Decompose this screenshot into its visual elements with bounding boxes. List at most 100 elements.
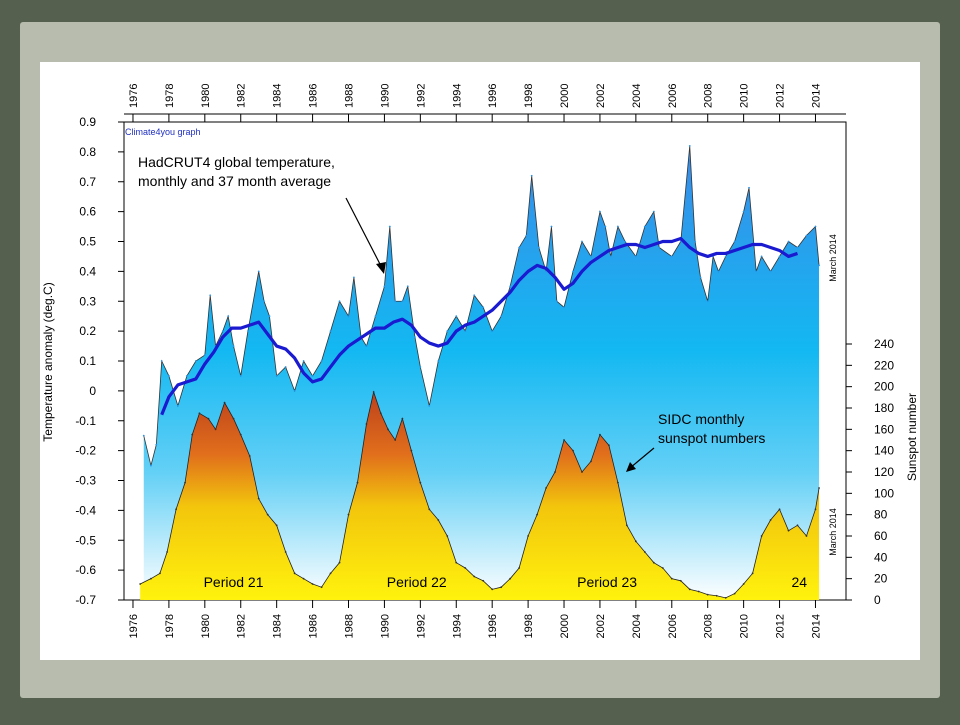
temperature-monthly-point (203, 354, 206, 356)
sunspot-point (643, 551, 646, 553)
temperature-monthly-point (437, 360, 440, 362)
temperature-monthly-point (778, 255, 781, 258)
sunspot-point (500, 586, 503, 589)
sunspot-point (706, 593, 709, 596)
temperature-monthly-point (563, 306, 565, 309)
y-tick-right-label: 180 (874, 401, 894, 415)
y-tick-right-label: 240 (874, 337, 894, 351)
x-tick-top-label: 1996 (487, 84, 499, 108)
sunspot-point (527, 535, 530, 537)
temperature-monthly-point (814, 225, 817, 228)
temperature-monthly-point (787, 240, 790, 243)
temperature-monthly-point (733, 240, 736, 243)
temperature-monthly-point (491, 330, 494, 333)
sunspot-point (401, 417, 404, 420)
temperature-monthly-point (537, 246, 540, 249)
sunspot-point (697, 590, 700, 593)
y-tick-left-label: -0.2 (75, 444, 96, 458)
y-tick-left-label: -0.4 (75, 503, 96, 517)
sunspot-area (140, 392, 820, 600)
sunspot-point (419, 481, 422, 484)
x-tick-top-label: 1984 (272, 84, 284, 108)
temperature-monthly-point (604, 225, 607, 228)
temperature-monthly-point (525, 234, 528, 237)
temperature-monthly-point (699, 276, 702, 279)
x-tick-bottom-label: 1988 (344, 614, 356, 638)
sunspot-point (634, 540, 637, 543)
temperature-monthly-point (338, 300, 341, 303)
sunspot-point (751, 572, 754, 575)
temperature-monthly-point (482, 306, 485, 309)
temperature-monthly-point (500, 315, 503, 318)
x-tick-bottom-label: 2000 (559, 614, 571, 638)
y-tick-left-label: -0.7 (75, 593, 96, 607)
y-tick-left-label: 0.8 (79, 145, 96, 159)
temperature-monthly-point (347, 315, 350, 318)
sunspot-point (625, 524, 628, 527)
sunspot-point (198, 412, 201, 415)
temperature-monthly-point (150, 464, 152, 467)
temperature-monthly-point (383, 285, 386, 288)
temperature-monthly-point (796, 246, 799, 249)
x-tick-top-label: 2010 (739, 84, 751, 108)
temperature-monthly-point (755, 270, 758, 273)
y-tick-left-label: -0.5 (75, 533, 96, 547)
temperature-monthly-point (428, 404, 431, 407)
temperature-monthly-point (302, 360, 305, 362)
x-tick-top-label: 1986 (308, 84, 320, 108)
sunspot-point (482, 579, 485, 582)
sunspot-point (338, 561, 341, 564)
y-tick-right-label: 80 (874, 508, 888, 522)
plot-layer (139, 145, 820, 600)
x-tick-bottom-label: 1986 (308, 614, 320, 638)
temperature-monthly-point (263, 300, 265, 303)
sunspot-point (184, 481, 186, 484)
sunspot-point (518, 567, 521, 569)
temperature-monthly-point (805, 234, 808, 237)
temperature-monthly-point (160, 360, 163, 362)
sunspot-point (159, 572, 161, 575)
temperature-monthly-point (590, 255, 592, 258)
sunspot-point (311, 583, 314, 585)
temperature-monthly-point (688, 145, 691, 147)
y-tick-right-label: 220 (874, 358, 894, 372)
x-tick-top-label: 1994 (451, 84, 463, 108)
temperature-monthly-point (670, 255, 673, 258)
sunspot-point (379, 412, 382, 415)
x-tick-top-label: 1988 (344, 84, 356, 108)
sunspot-point (347, 513, 350, 516)
sunspot-point (166, 551, 169, 553)
sunspot-point (473, 575, 476, 578)
y-tick-right-label: 200 (874, 380, 894, 394)
x-tick-bottom-label: 2002 (595, 614, 607, 638)
x-tick-bottom-label: 1984 (272, 614, 284, 638)
temperature-monthly-point (706, 300, 709, 303)
sunspot-point (365, 423, 368, 425)
temperature-monthly-point (401, 300, 404, 303)
temperature-monthly-point (239, 375, 242, 377)
sunspot-point (818, 487, 820, 489)
sunspot-point (572, 449, 574, 452)
temperature-monthly-point (388, 225, 391, 228)
sunspot-point (284, 551, 287, 553)
x-tick-bottom-label: 1998 (523, 614, 535, 638)
temperature-annotation-line1: HadCRUT4 global temperature, (138, 154, 335, 170)
y-axis-right-label: Sunspot number (905, 393, 919, 481)
sunspot-point (356, 481, 359, 484)
x-tick-bottom-label: 2004 (631, 614, 643, 638)
temperature-arrow-head (376, 262, 386, 274)
x-tick-top-label: 1978 (164, 84, 176, 108)
temperature-monthly-point (717, 270, 720, 273)
sunspot-point (563, 439, 565, 441)
x-tick-bottom-label: 1976 (128, 614, 140, 638)
sunspot-annotation-line2: sunspot numbers (658, 430, 765, 446)
temperature-monthly-point (643, 225, 646, 228)
x-tick-bottom-label: 2010 (739, 614, 751, 638)
temperature-monthly-point (268, 315, 271, 318)
temperature-monthly-point (394, 300, 397, 303)
sunspot-point (232, 417, 235, 420)
x-tick-top-label: 1990 (379, 84, 391, 108)
sunspot-point (239, 433, 242, 436)
y-tick-left-label: 0.1 (79, 354, 96, 368)
